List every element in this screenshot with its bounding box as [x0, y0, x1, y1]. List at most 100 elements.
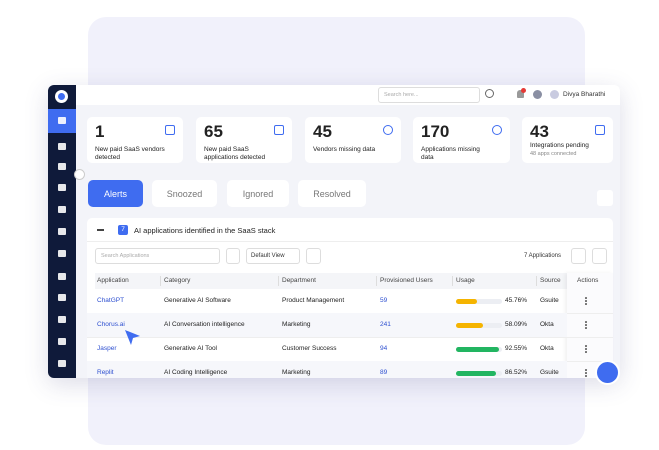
topbar: Search here... Divya Bharathi: [76, 85, 620, 105]
usage-bar: [456, 299, 478, 304]
department: Product Management: [282, 297, 345, 304]
provisioned-users[interactable]: 94: [380, 345, 388, 352]
collapse-button[interactable]: [597, 190, 613, 206]
column-separator: [376, 276, 377, 286]
action-dot[interactable]: [585, 327, 587, 329]
department: Marketing: [282, 369, 311, 376]
nav-icon[interactable]: [58, 228, 66, 235]
department: Marketing: [282, 321, 311, 328]
stat-label: New paid SaaS vendors detected: [95, 146, 165, 161]
stat-icon: [274, 125, 284, 135]
nav-icon[interactable]: [58, 117, 66, 124]
action-dot[interactable]: [585, 303, 587, 305]
stat-card: 1 New paid SaaS vendors detected: [87, 117, 183, 163]
tab[interactable]: Alerts: [88, 180, 143, 207]
user-name[interactable]: Divya Bharathi: [563, 91, 606, 98]
app-name[interactable]: Jasper: [97, 345, 117, 352]
row-highlight: [87, 361, 567, 378]
nav-icon[interactable]: [58, 294, 66, 301]
column-separator: [536, 276, 537, 286]
divider: [87, 241, 613, 242]
action-dot[interactable]: [585, 321, 587, 323]
notification-dot: [521, 88, 526, 93]
action-dot[interactable]: [585, 372, 587, 374]
action-dot[interactable]: [585, 324, 587, 326]
nav-icon[interactable]: [58, 338, 66, 345]
column-header: Application: [97, 277, 129, 284]
column-header: Source: [540, 277, 561, 284]
column-separator: [278, 276, 279, 286]
nav-icon[interactable]: [58, 316, 66, 323]
app-search[interactable]: Search Applications: [95, 248, 220, 264]
apps-table: Application Category Department Provisioned…: [87, 273, 613, 378]
provisioned-users[interactable]: 241: [380, 321, 391, 328]
column-separator: [160, 276, 161, 286]
more-button[interactable]: [592, 248, 607, 264]
action-dot[interactable]: [585, 369, 587, 371]
sidebar-toggle[interactable]: [74, 169, 85, 180]
tab[interactable]: Snoozed: [152, 180, 217, 207]
stat-label: Integrations pending: [530, 142, 589, 149]
nav-icon[interactable]: [58, 250, 66, 257]
stat-value: 45: [313, 122, 332, 141]
usage-track: [456, 299, 502, 304]
avatar[interactable]: [550, 90, 559, 99]
search-box[interactable]: Search here...: [378, 87, 480, 103]
nav-icon[interactable]: [58, 143, 66, 150]
logo: [55, 90, 68, 103]
view-select[interactable]: Default View: [246, 248, 300, 264]
view-label: Default View: [251, 253, 285, 259]
action-dot[interactable]: [585, 348, 587, 350]
column-header: Category: [164, 277, 191, 284]
filter-button[interactable]: [226, 248, 240, 264]
usage-bar: [456, 323, 483, 328]
category: Generative AI Software: [164, 297, 231, 304]
stat-value: 1: [95, 122, 105, 141]
search-icon[interactable]: [485, 89, 494, 98]
action-dot[interactable]: [585, 375, 587, 377]
alerts-panel: 7 AI applications identified in the SaaS…: [87, 218, 613, 378]
search-placeholder: Search here...: [384, 92, 419, 98]
app-name[interactable]: Chorus.ai: [97, 321, 125, 328]
department: Customer Success: [282, 345, 337, 352]
panel-title: AI applications identified in the SaaS s…: [134, 226, 276, 235]
stat-sublabel: 48 apps connected: [530, 151, 577, 157]
nav-icon[interactable]: [58, 163, 66, 170]
action-dot[interactable]: [585, 297, 587, 299]
collapse-dash[interactable]: [97, 229, 104, 231]
tab[interactable]: Resolved: [298, 180, 366, 207]
source: Okta: [540, 321, 554, 328]
source: Okta: [540, 345, 554, 352]
tab[interactable]: Ignored: [227, 180, 289, 207]
action-dot[interactable]: [585, 300, 587, 302]
app-name[interactable]: ChatGPT: [97, 297, 125, 304]
nav-icon[interactable]: [58, 206, 66, 213]
stat-label: Vendors missing data: [313, 146, 376, 153]
provisioned-users[interactable]: 59: [380, 297, 388, 304]
app-name[interactable]: Replit: [97, 369, 114, 376]
column-separator: [452, 276, 453, 286]
category: AI Conversation intelligence: [164, 321, 245, 328]
stat-card: 45 Vendors missing data: [305, 117, 401, 163]
usage-label: 92.55%: [504, 345, 527, 352]
action-dot[interactable]: [585, 351, 587, 353]
usage-bar: [456, 347, 499, 352]
stat-value: 43: [530, 122, 549, 141]
usage-bar: [456, 371, 496, 376]
share-button[interactable]: [306, 248, 321, 264]
category: Generative AI Tool: [164, 345, 217, 352]
nav-icon[interactable]: [58, 184, 66, 191]
action-dot[interactable]: [585, 345, 587, 347]
row-divider: [87, 337, 613, 338]
provisioned-users[interactable]: 89: [380, 369, 388, 376]
stat-icon: [165, 125, 175, 135]
chat-button[interactable]: [595, 360, 620, 385]
stat-card: 43 Integrations pending 48 apps connected: [522, 117, 613, 163]
help-icon[interactable]: [533, 90, 542, 99]
bell-icon[interactable]: [517, 90, 524, 98]
nav-icon[interactable]: [58, 360, 66, 367]
columns-button[interactable]: [571, 248, 586, 264]
source: Gsuite: [540, 369, 559, 376]
nav-icon[interactable]: [58, 273, 66, 280]
cursor: [125, 330, 140, 345]
